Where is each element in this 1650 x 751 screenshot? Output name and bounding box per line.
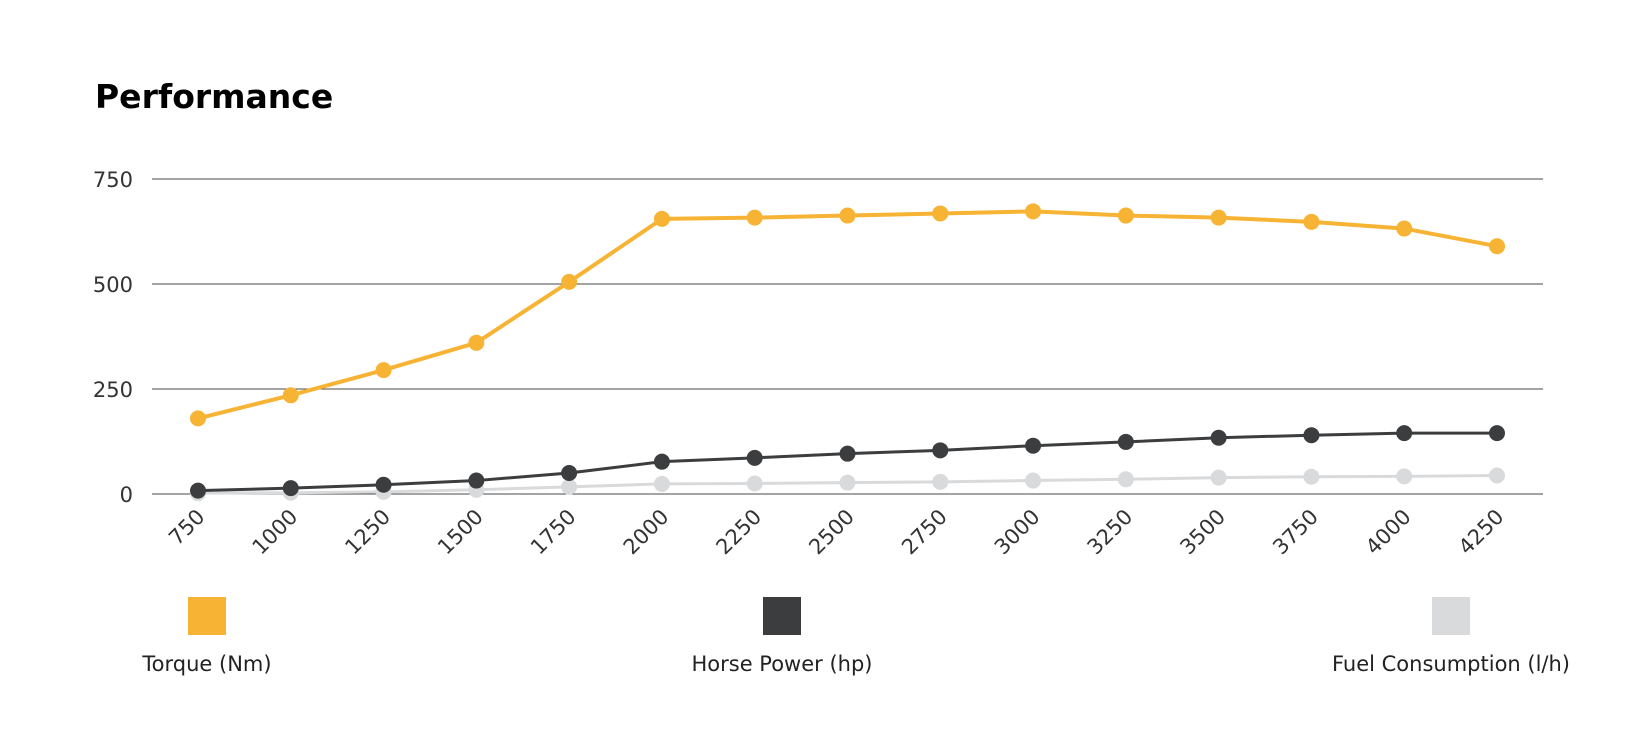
data-point xyxy=(746,475,763,492)
x-tick-label: 3500 xyxy=(1175,505,1230,560)
data-point xyxy=(932,205,949,222)
data-point xyxy=(1117,471,1134,488)
data-point xyxy=(375,362,392,379)
data-point xyxy=(1210,429,1227,446)
data-point xyxy=(190,410,206,427)
x-tick-label: 4000 xyxy=(1361,505,1416,560)
legend-item: Torque (Nm) xyxy=(141,597,272,676)
x-tick-label: 2500 xyxy=(804,505,859,560)
data-point xyxy=(1117,433,1134,450)
series-lines xyxy=(190,203,1505,502)
legend-item: Horse Power (hp) xyxy=(691,597,873,676)
legend-label: Torque (Nm) xyxy=(141,652,271,676)
y-axis: 0 250 500 750 xyxy=(93,168,133,507)
data-point xyxy=(932,473,949,490)
data-point xyxy=(839,445,856,462)
x-tick-label: 2750 xyxy=(897,505,952,560)
data-point xyxy=(1489,238,1505,255)
data-point xyxy=(375,476,392,493)
legend-swatch xyxy=(763,597,801,635)
x-tick-label: 1500 xyxy=(433,505,488,560)
x-tick-label: 2000 xyxy=(619,505,674,560)
x-tick-label: 1750 xyxy=(526,505,581,560)
legend-item: Fuel Consumption (l/h) xyxy=(1332,597,1570,676)
y-tick-label: 250 xyxy=(93,378,133,402)
data-point xyxy=(1210,209,1227,226)
data-point xyxy=(1210,469,1227,486)
legend-swatch xyxy=(188,597,226,635)
data-point xyxy=(282,480,299,497)
legend-label: Horse Power (hp) xyxy=(691,652,872,676)
legend: Torque (Nm) Horse Power (hp) Fuel Consumpt… xyxy=(141,597,1570,676)
x-tick-label: 3000 xyxy=(990,505,1045,560)
data-point xyxy=(1303,213,1320,230)
series-horse-power-hp xyxy=(190,425,1505,499)
data-point xyxy=(1025,203,1042,220)
x-tick-label: 750 xyxy=(164,505,209,550)
data-point xyxy=(932,442,949,459)
data-point xyxy=(561,478,578,495)
x-tick-label: 1000 xyxy=(248,505,303,560)
y-tick-label: 750 xyxy=(93,168,133,192)
data-point xyxy=(1396,220,1413,237)
data-point xyxy=(1025,437,1042,454)
data-point xyxy=(839,474,856,491)
data-point xyxy=(1489,425,1505,442)
data-point xyxy=(1117,207,1134,224)
gridlines xyxy=(152,178,1543,495)
y-tick-label: 0 xyxy=(120,483,133,507)
legend-label: Fuel Consumption (l/h) xyxy=(1332,652,1570,676)
data-point xyxy=(190,482,206,499)
data-point xyxy=(468,334,485,351)
data-point xyxy=(653,453,670,470)
y-tick-label: 500 xyxy=(93,273,133,297)
series-line xyxy=(197,209,1498,421)
data-point xyxy=(653,475,670,492)
data-point xyxy=(1396,468,1413,485)
data-point xyxy=(1396,425,1413,442)
chart-title: Performance xyxy=(95,77,333,116)
data-point xyxy=(1303,468,1320,485)
data-point xyxy=(1025,472,1042,489)
data-point xyxy=(561,273,578,290)
x-tick-label: 3750 xyxy=(1268,505,1323,560)
x-tick-label: 4250 xyxy=(1454,505,1509,560)
x-tick-label: 1250 xyxy=(340,505,395,560)
data-point xyxy=(561,465,578,481)
data-point xyxy=(282,387,299,404)
x-tick-label: 2250 xyxy=(711,505,766,560)
series-torque-nm xyxy=(190,203,1505,427)
data-point xyxy=(1303,427,1320,444)
data-point xyxy=(1489,467,1505,484)
x-axis: 750 1000 1250 1500 1750 2000 2250 2500 2750 3000 3… xyxy=(164,505,1508,560)
legend-swatch xyxy=(1432,597,1470,635)
x-tick-label: 3250 xyxy=(1083,505,1138,560)
data-point xyxy=(746,449,763,466)
data-point xyxy=(746,209,763,226)
data-point xyxy=(653,210,670,227)
data-point xyxy=(468,472,485,489)
data-point xyxy=(839,207,856,224)
